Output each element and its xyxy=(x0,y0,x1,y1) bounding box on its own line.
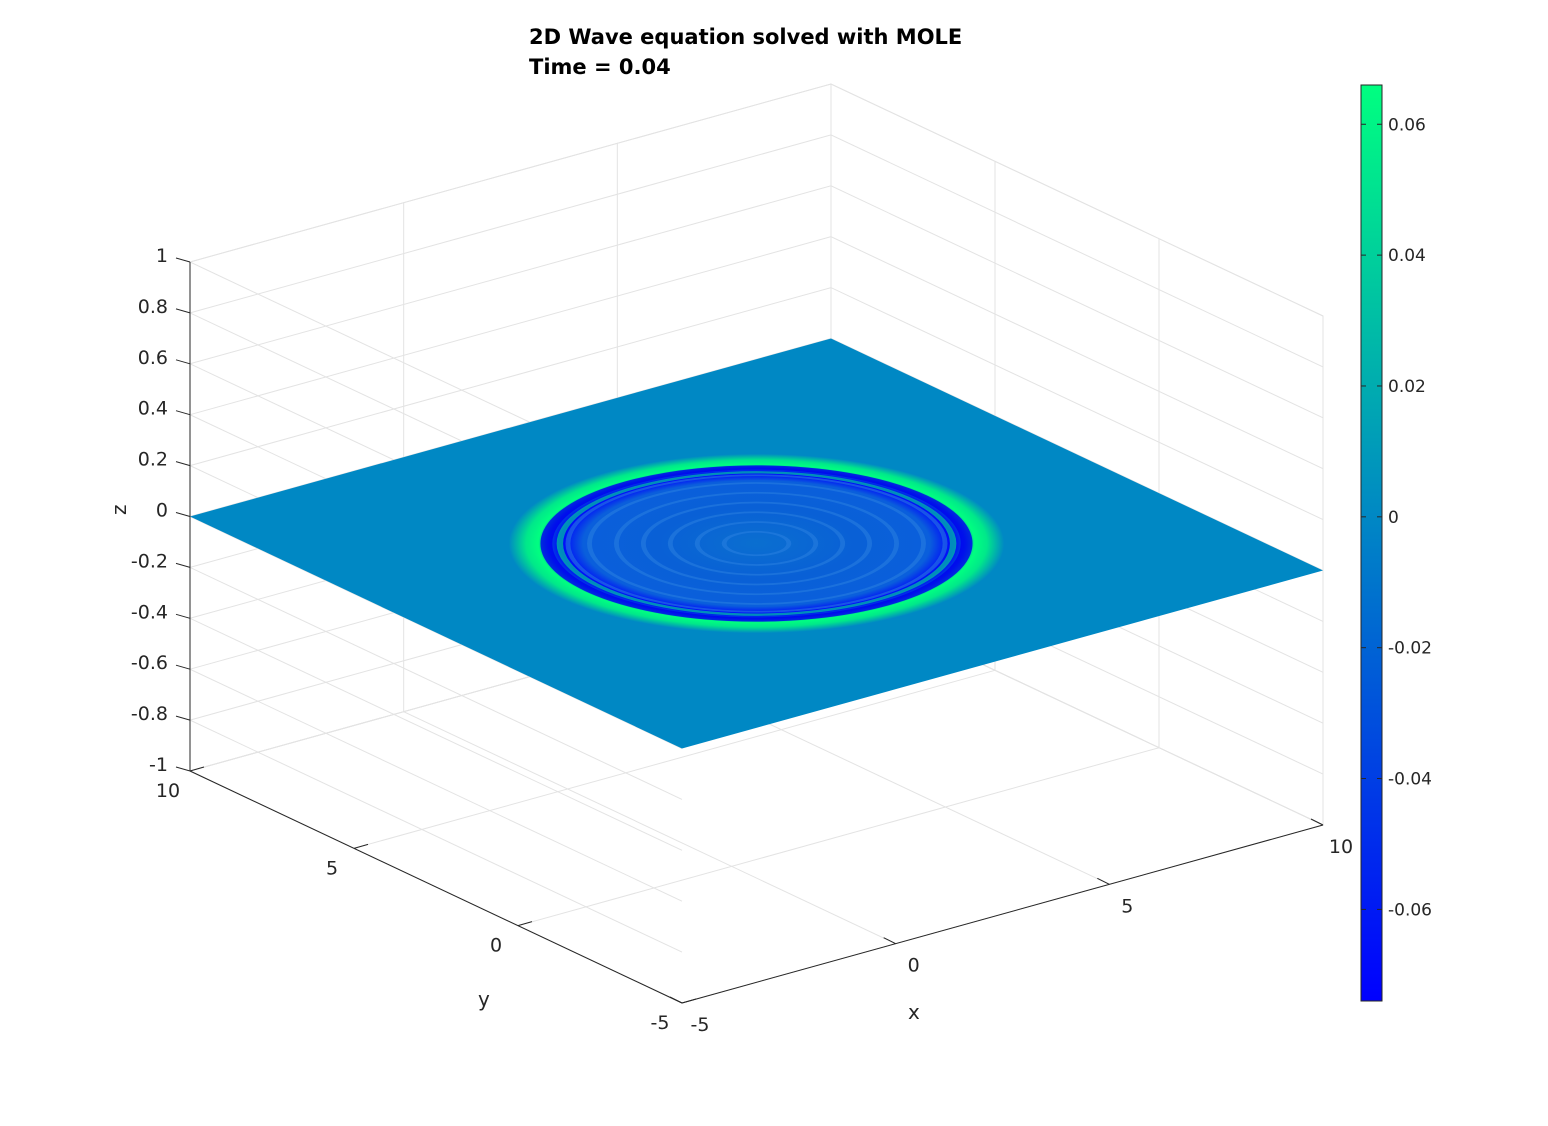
wave-rings xyxy=(508,453,1005,634)
y-tick-label: 10 xyxy=(156,780,180,802)
wave-ripple xyxy=(694,521,819,566)
z-tick-mark xyxy=(175,410,191,416)
z-tick-label: 0.6 xyxy=(138,347,168,369)
x-tick-mark xyxy=(1097,877,1110,885)
x-tick-mark xyxy=(1310,818,1324,826)
y-tick-mark xyxy=(681,998,697,1004)
y-tick-label: 5 xyxy=(326,857,338,879)
z-tick-label: -1 xyxy=(149,754,168,776)
chart-title-line-2: Time = 0.04 xyxy=(529,55,671,79)
z-grid-line xyxy=(188,83,1324,495)
x-tick-mark xyxy=(883,937,896,945)
x-axis-line xyxy=(681,824,1324,1004)
z-tick-label: 0 xyxy=(156,500,168,522)
colorbar-tick-label: -0.02 xyxy=(1388,639,1432,659)
x-tick-label: 10 xyxy=(1329,836,1353,858)
z-tick-mark xyxy=(175,359,191,365)
x-tick-label: -5 xyxy=(691,1014,710,1036)
z-grid-line xyxy=(188,134,1324,546)
x-axis-label: x xyxy=(908,1000,920,1024)
z-tick-label: -0.8 xyxy=(131,703,168,725)
wave-ripple xyxy=(587,482,926,605)
z-tick-mark xyxy=(175,308,191,314)
wave-ripple xyxy=(667,511,846,576)
z-axis-label: z xyxy=(107,505,131,516)
chart-title-line-1: 2D Wave equation solved with MOLE xyxy=(529,25,962,49)
colorbar-tick-label: 0.04 xyxy=(1388,246,1426,266)
y-grid-line xyxy=(517,238,1160,927)
wave-ripple xyxy=(614,491,899,596)
y-tick-label: 0 xyxy=(490,935,502,957)
z-tick-mark xyxy=(175,562,191,568)
x-tick-label: 0 xyxy=(908,955,920,977)
axes-front-lines xyxy=(175,257,1324,1004)
y-tick-mark xyxy=(517,921,533,927)
z-tick-mark xyxy=(175,613,191,619)
wave-ripple xyxy=(721,530,792,557)
axes-tick-labels: -5 0 5 10 -5 0 5 10 -1 -0.8 -0.6 -0.4 -0.2 0 0.2 0.4 0.6… xyxy=(131,245,1353,1036)
z-tick-mark xyxy=(175,461,191,467)
z-tick-label: 0.4 xyxy=(138,398,168,420)
colorbar: -0.06 -0.04 -0.02 0 0.02 0.04 0.06 xyxy=(1360,84,1432,1002)
z-tick-label: -0.6 xyxy=(131,652,168,674)
wave-trough-ring xyxy=(540,465,973,622)
y-axis-line xyxy=(189,770,683,1004)
z-tick-mark xyxy=(175,257,191,263)
x-tick-label: 5 xyxy=(1121,895,1133,917)
colorbar-tick-label: 0.02 xyxy=(1388,377,1426,397)
colorbar-tick-label: -0.06 xyxy=(1388,900,1432,920)
wave-crest-inner xyxy=(556,471,957,616)
wave-ring-gradient xyxy=(508,453,1005,634)
colorbar-tick-label: 0.06 xyxy=(1388,115,1426,135)
z-tick-mark xyxy=(175,664,191,670)
z-tick-label: 0.2 xyxy=(138,449,168,471)
y-tick-mark xyxy=(353,843,369,849)
z-tick-label: -0.4 xyxy=(131,601,168,623)
colorbar-gradient xyxy=(1360,84,1383,1002)
z-tick-label: 1 xyxy=(156,245,168,267)
wave-surface xyxy=(190,338,1323,749)
y-tick-mark xyxy=(189,766,205,772)
colorbar-tick-label: 0 xyxy=(1388,508,1399,528)
x-tick-mark xyxy=(669,996,683,1004)
y-grid-line xyxy=(353,161,996,849)
z-tick-label: 0.8 xyxy=(138,296,168,318)
y-tick-label: -5 xyxy=(651,1012,670,1034)
wave-ripple xyxy=(640,501,873,586)
z-tick-mark xyxy=(175,715,191,721)
z-tick-mark xyxy=(175,512,191,517)
z-tick-mark xyxy=(175,766,191,772)
colorbar-tick-label: -0.04 xyxy=(1388,770,1432,790)
y-axis-label: y xyxy=(478,987,490,1011)
wave-ripple xyxy=(565,474,948,613)
z-tick-label: -0.2 xyxy=(131,550,168,572)
